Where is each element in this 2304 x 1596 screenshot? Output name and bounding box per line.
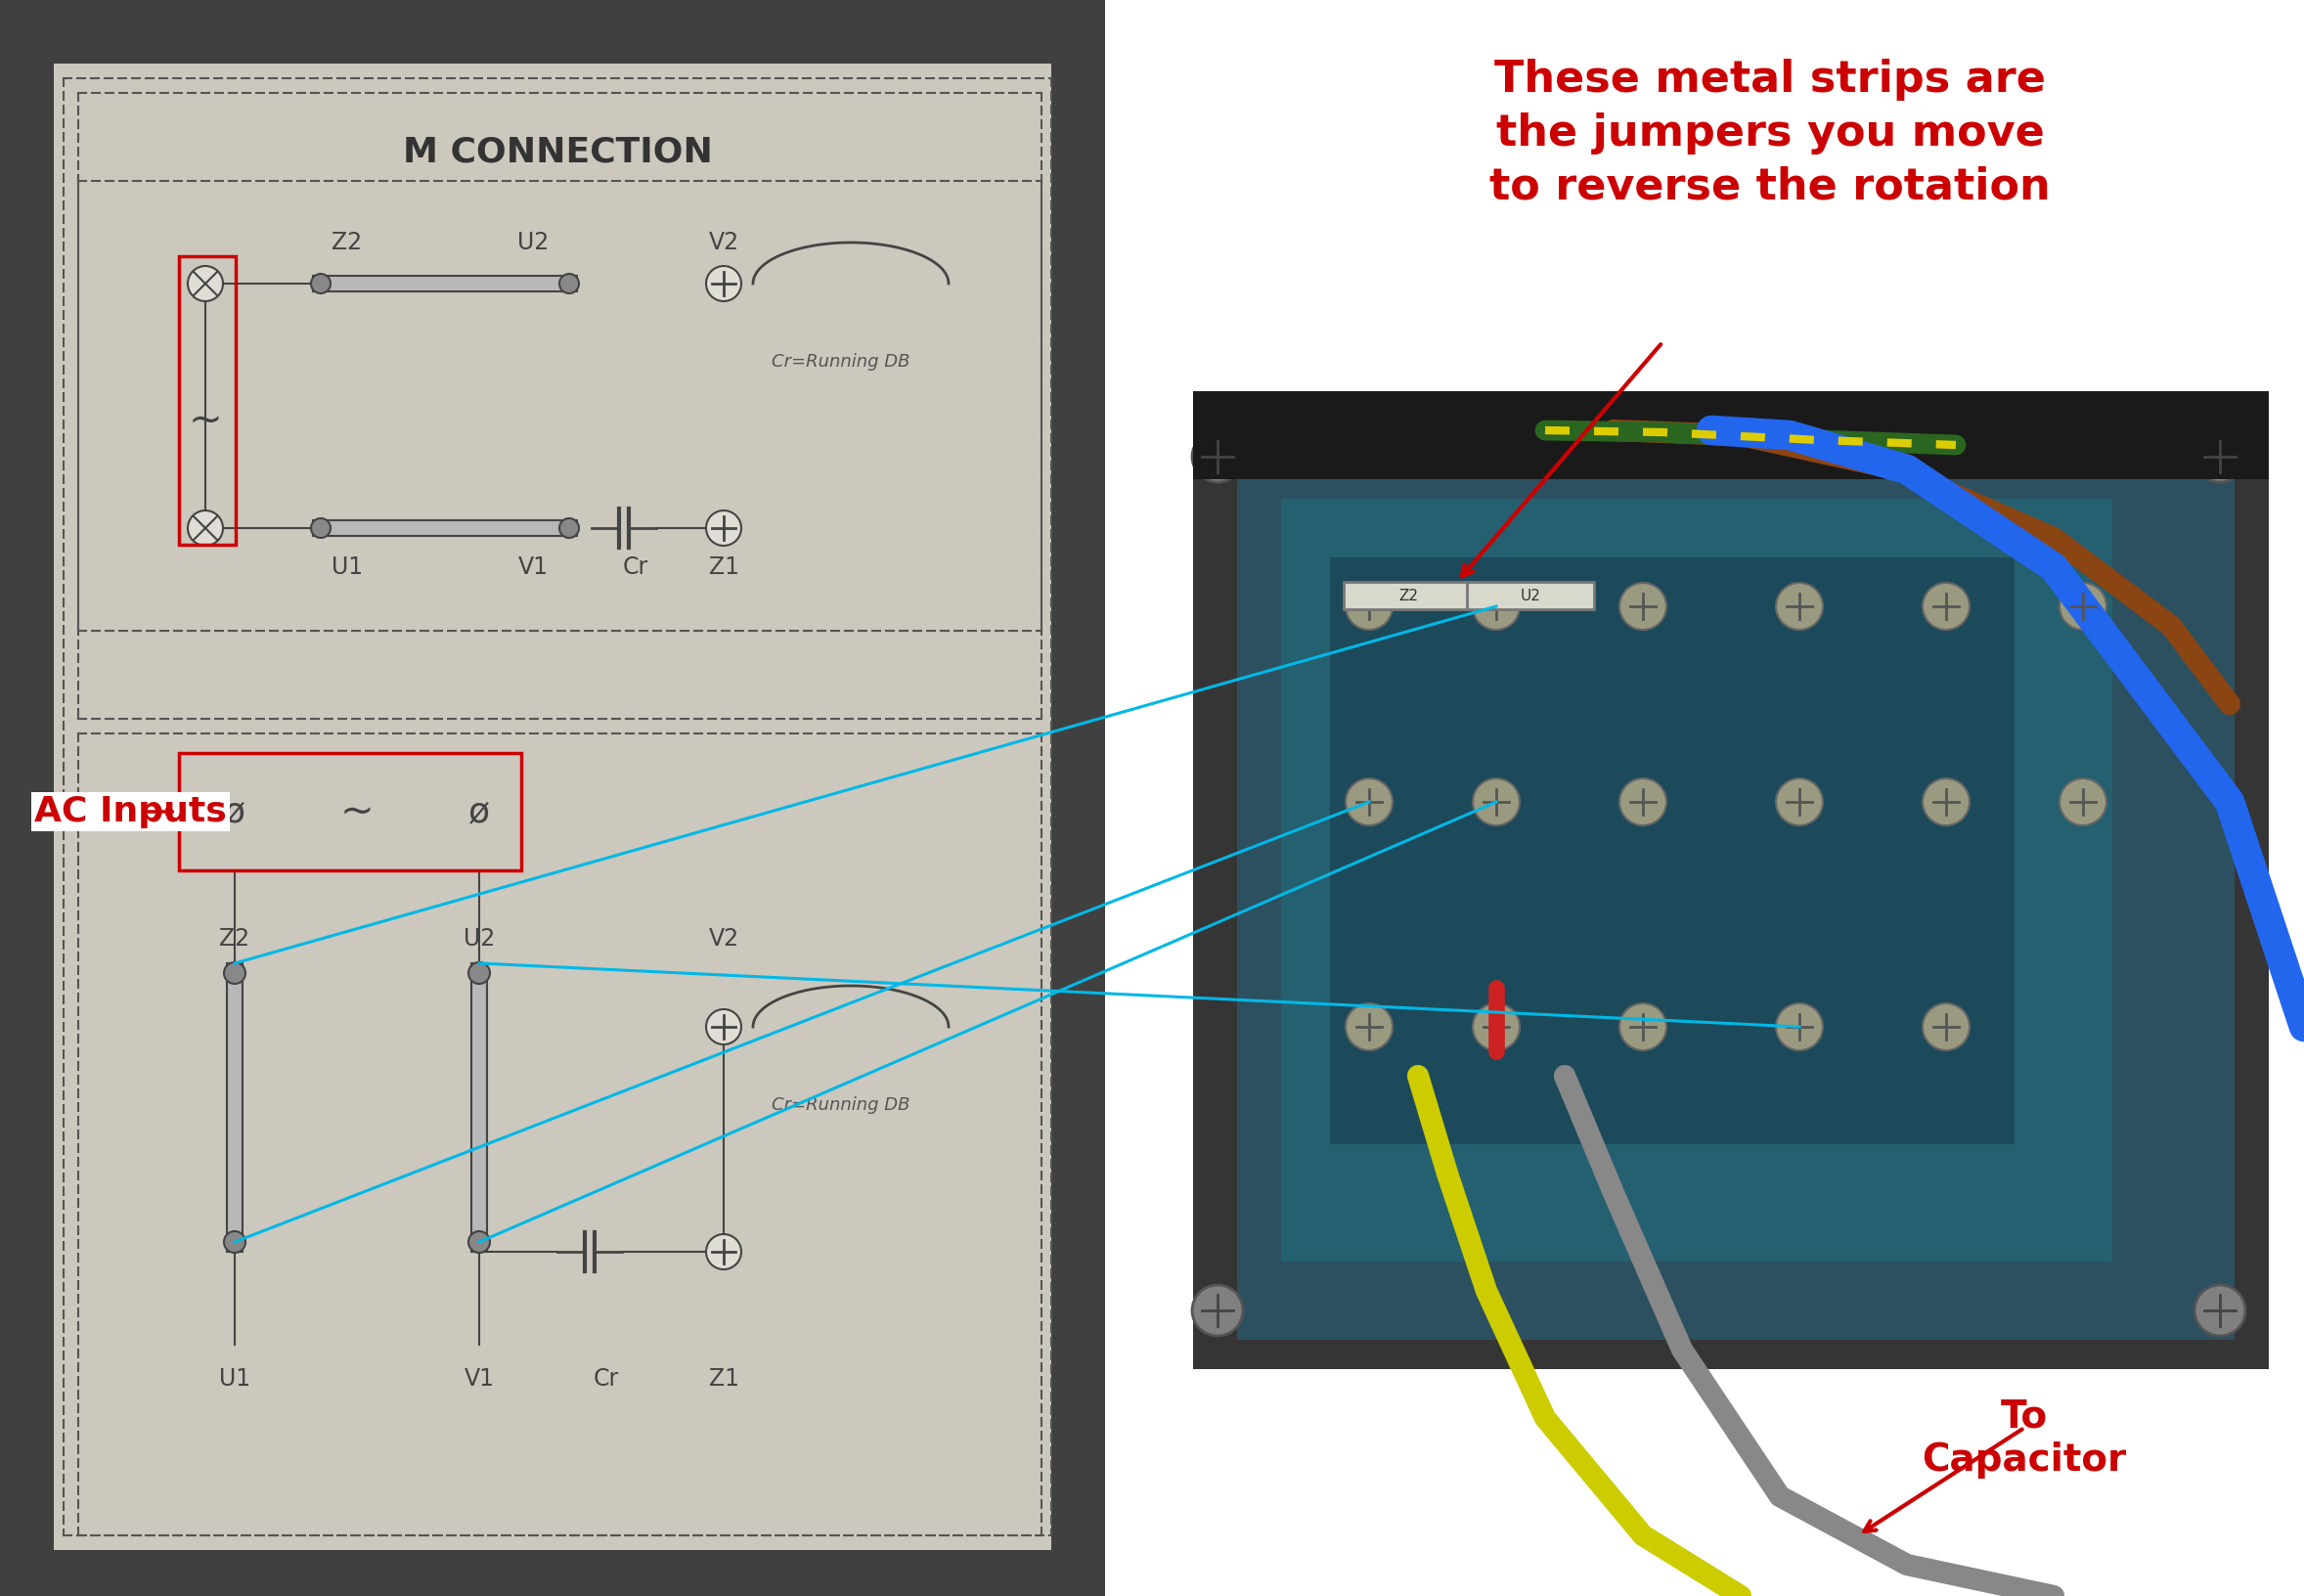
Bar — [1193, 391, 2269, 479]
Circle shape — [1776, 583, 1822, 630]
Text: ø: ø — [468, 795, 491, 828]
Bar — [313, 276, 576, 292]
Text: U1: U1 — [219, 1368, 251, 1390]
Text: Z1: Z1 — [710, 1368, 740, 1390]
Text: V1: V1 — [518, 555, 548, 579]
Text: Z2: Z2 — [332, 231, 362, 254]
Text: U1: U1 — [332, 555, 362, 579]
Circle shape — [1776, 779, 1822, 825]
Bar — [180, 753, 521, 870]
Circle shape — [1472, 779, 1521, 825]
Circle shape — [468, 1231, 491, 1253]
Circle shape — [705, 511, 742, 546]
Circle shape — [1346, 1004, 1392, 1050]
Text: M CONNECTION: M CONNECTION — [403, 136, 712, 168]
Circle shape — [1922, 1004, 1970, 1050]
Circle shape — [1191, 1285, 1242, 1336]
Bar — [1193, 391, 2269, 1369]
Circle shape — [1620, 583, 1666, 630]
Circle shape — [2060, 583, 2106, 630]
Bar — [1281, 498, 2113, 1261]
Text: U2: U2 — [1521, 589, 1541, 603]
Bar — [0, 0, 1106, 1596]
Bar — [1329, 557, 2014, 1144]
Circle shape — [311, 519, 329, 538]
Circle shape — [1620, 1004, 1666, 1050]
Circle shape — [223, 962, 247, 983]
Bar — [472, 964, 486, 1251]
Circle shape — [223, 1231, 247, 1253]
Circle shape — [1922, 583, 1970, 630]
Circle shape — [560, 275, 578, 294]
Bar — [1237, 440, 2235, 1339]
Text: Cr: Cr — [622, 555, 647, 579]
Text: U2: U2 — [516, 231, 548, 254]
Circle shape — [187, 267, 223, 302]
Circle shape — [1922, 779, 1970, 825]
Text: ~: ~ — [189, 401, 223, 440]
Circle shape — [1346, 583, 1392, 630]
Text: ø: ø — [223, 795, 247, 828]
Circle shape — [1776, 1004, 1822, 1050]
Bar — [226, 964, 242, 1251]
Text: These metal strips are
the jumpers you move
to reverse the rotation: These metal strips are the jumpers you m… — [1488, 59, 2051, 207]
Circle shape — [187, 511, 223, 546]
Text: Cr=Running DB: Cr=Running DB — [772, 353, 910, 370]
Bar — [1343, 583, 1470, 610]
Text: U2: U2 — [463, 927, 495, 951]
Text: Z1: Z1 — [710, 555, 740, 579]
Circle shape — [2060, 779, 2106, 825]
Circle shape — [705, 1009, 742, 1044]
Bar — [313, 520, 576, 536]
Circle shape — [468, 962, 491, 983]
Circle shape — [1191, 431, 1242, 482]
Circle shape — [1472, 1004, 1521, 1050]
Circle shape — [1620, 779, 1666, 825]
Circle shape — [1346, 779, 1392, 825]
Circle shape — [705, 267, 742, 302]
Circle shape — [2193, 431, 2246, 482]
Circle shape — [1472, 583, 1521, 630]
Bar — [53, 64, 1051, 1550]
Circle shape — [705, 1234, 742, 1269]
Text: To
Capacitor: To Capacitor — [1922, 1398, 2127, 1478]
Circle shape — [560, 519, 578, 538]
Text: Z2: Z2 — [1399, 589, 1417, 603]
Text: Cr=Running DB: Cr=Running DB — [772, 1096, 910, 1114]
Text: V2: V2 — [707, 927, 740, 951]
Text: V2: V2 — [707, 231, 740, 254]
Text: V1: V1 — [463, 1368, 495, 1390]
Bar — [1106, 0, 2304, 1596]
Text: ~: ~ — [341, 792, 373, 832]
Circle shape — [311, 275, 329, 294]
Text: Z2: Z2 — [219, 927, 249, 951]
Text: AC Inputs: AC Inputs — [35, 795, 226, 828]
Bar — [1468, 583, 1594, 610]
Text: Cr: Cr — [594, 1368, 620, 1390]
Circle shape — [2193, 1285, 2246, 1336]
Bar — [180, 257, 235, 544]
